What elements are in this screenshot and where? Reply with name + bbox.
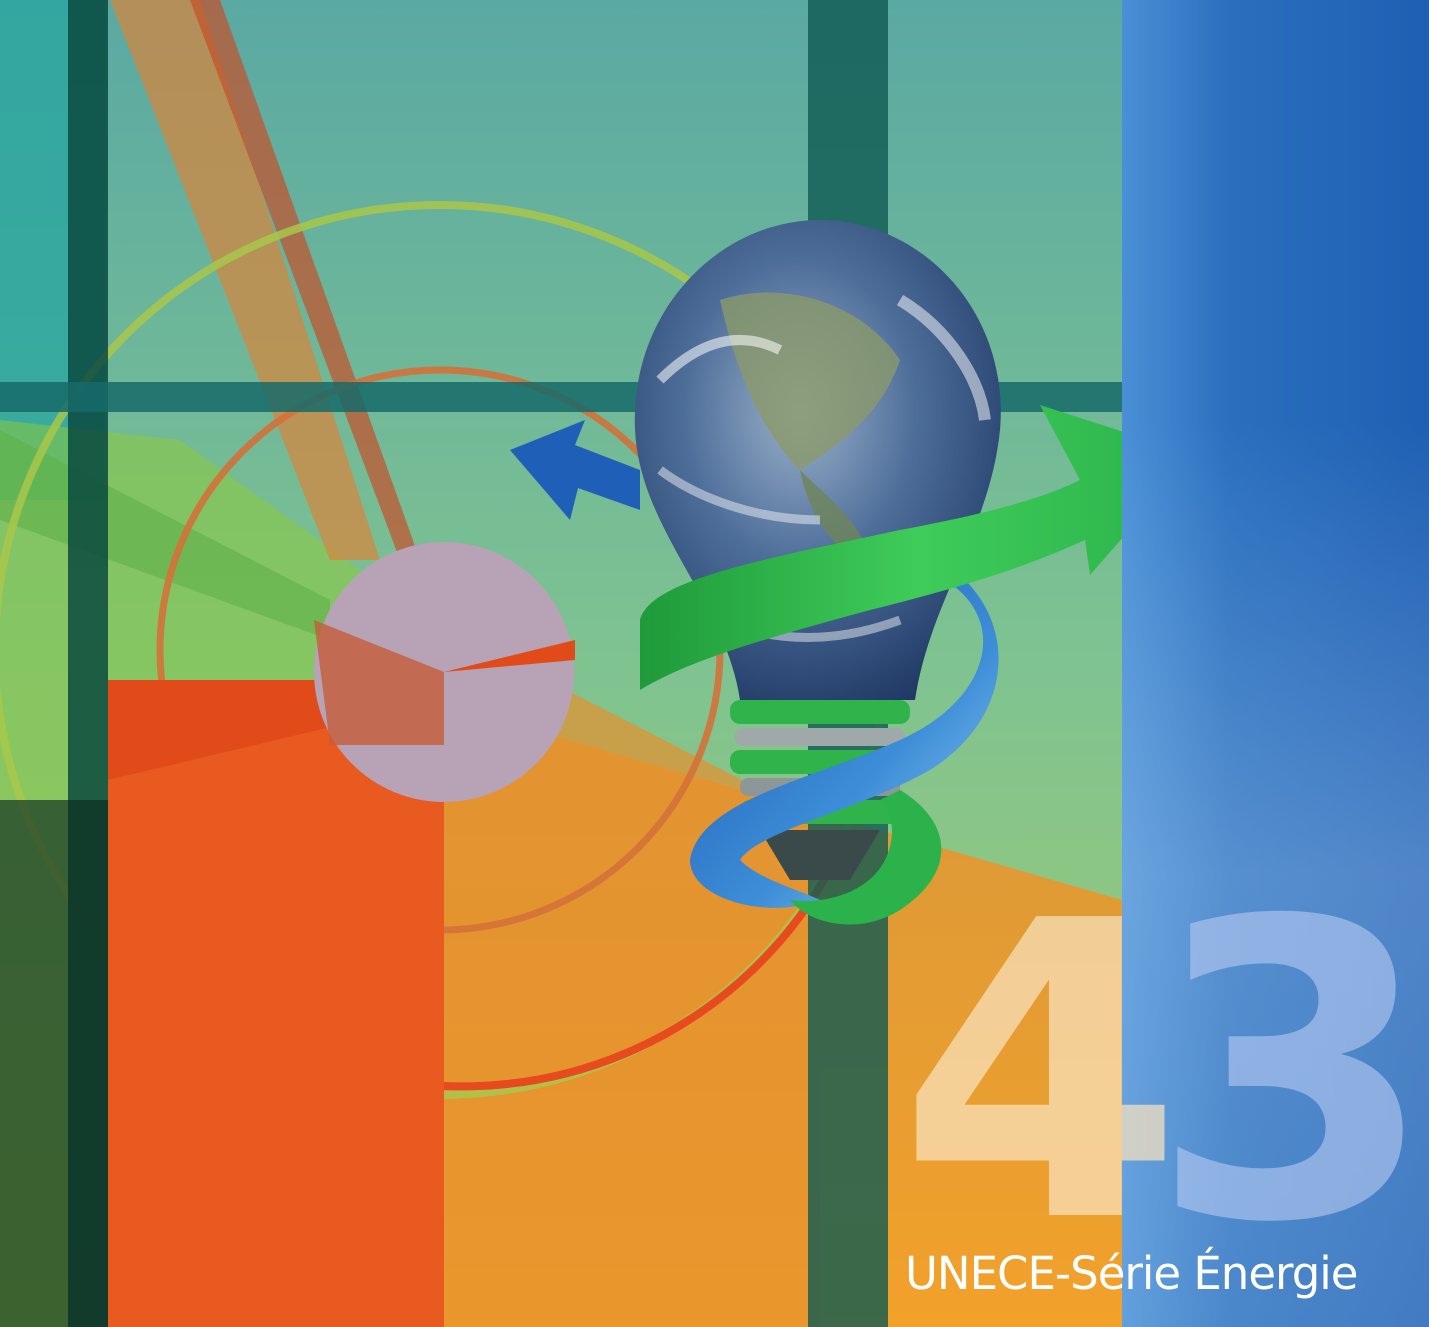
orange-wedge	[430, 620, 820, 1327]
volume-number-second-digit: 3	[1150, 834, 1429, 1312]
blue-panel-fade	[1122, 420, 1429, 1327]
series-title: UNECE-Série Énergie	[905, 1247, 1358, 1300]
diagonal-band-thin	[190, 0, 420, 560]
diagonal-band	[110, 0, 380, 560]
volume-number-first-digit: 4	[898, 834, 1183, 1312]
dark-pane-bottom-left	[0, 800, 110, 1327]
pie-slice-thin	[444, 640, 575, 672]
blue-ribbon	[690, 575, 999, 908]
pie-slice-red	[314, 620, 444, 745]
blue-side-panel	[1122, 0, 1429, 1327]
blue-arrow-icon	[510, 420, 640, 520]
green-arrow-icon	[640, 405, 1195, 925]
